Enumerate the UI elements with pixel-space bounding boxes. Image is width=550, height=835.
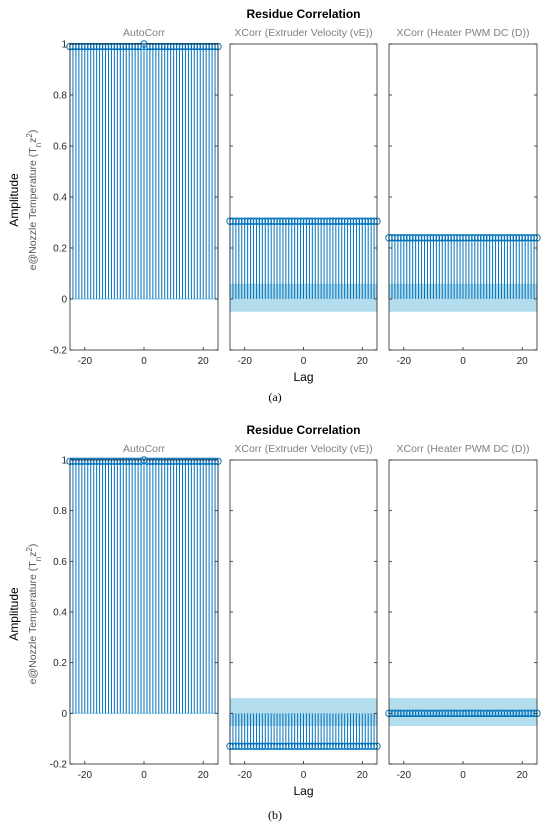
x-tick-label: 20 <box>517 770 529 781</box>
x-tick-label: 0 <box>301 770 307 781</box>
subplot-0: AutoCorr -20 0 20 <box>66 27 222 367</box>
y-tick-label: 0.6 <box>53 557 67 568</box>
x-tick-label: 0 <box>460 356 466 367</box>
x-axis-label: Lag <box>293 784 313 798</box>
y-tick-label: -0.2 <box>50 760 68 771</box>
x-tick-label: 0 <box>141 356 147 367</box>
y-tick-label: 0.6 <box>53 142 67 153</box>
x-tick-label: -20 <box>397 770 412 781</box>
x-tick-label: -20 <box>237 356 252 367</box>
x-tick-label: 20 <box>357 356 369 367</box>
subplot-2: XCorr (Heater PWM DC (D)) -20 0 20 <box>385 27 541 367</box>
y-tick-label: 1 <box>61 456 67 467</box>
x-tick-label: 20 <box>517 356 529 367</box>
y-axis-sublabel: e@Nozzle Temperature (Tnz2) <box>25 130 43 271</box>
x-tick-label: 0 <box>301 356 307 367</box>
subplot-1: XCorr (Extruder Velocity (vE)) -20 0 20 <box>226 27 381 367</box>
y-axis-sublabel: e@Nozzle Temperature (Tnz2) <box>25 544 43 685</box>
y-tick-label: 0.8 <box>53 91 67 102</box>
x-axis-label: Lag <box>293 370 313 384</box>
y-tick-label: 0.2 <box>53 658 67 669</box>
y-tick-label: 0.4 <box>53 608 67 619</box>
panel-a: Residue Correlation Amplitude e@Nozzle Tem… <box>7 7 541 404</box>
subplot-title: AutoCorr <box>123 27 166 39</box>
subplot-title: AutoCorr <box>123 443 166 455</box>
x-tick-label: -20 <box>78 356 93 367</box>
subplot-1: XCorr (Extruder Velocity (vE)) -20 0 20 <box>226 443 381 781</box>
x-tick-label: -20 <box>78 770 93 781</box>
subplot-0: AutoCorr -20 0 20 <box>66 443 222 781</box>
y-tick-label: 0 <box>61 295 67 306</box>
panel-label: (a) <box>268 390 281 404</box>
x-tick-label: 0 <box>460 770 466 781</box>
panel-b: Residue Correlation Amplitude e@Nozzle Tem… <box>7 423 541 822</box>
subplot-title: XCorr (Heater PWM DC (D)) <box>397 27 530 39</box>
x-tick-label: 20 <box>357 770 369 781</box>
panel-label: (b) <box>268 808 282 822</box>
x-tick-label: 0 <box>141 770 147 781</box>
y-tick-label: -0.2 <box>50 346 68 357</box>
y-tick-label: 1 <box>61 40 67 51</box>
y-axis-label: Amplitude <box>7 173 21 227</box>
y-tick-label: 0.2 <box>53 244 67 255</box>
chart-title: Residue Correlation <box>246 7 360 21</box>
y-tick-label: 0.4 <box>53 193 67 204</box>
y-tick-label: 0.8 <box>53 506 67 517</box>
x-tick-label: -20 <box>397 356 412 367</box>
x-tick-label: 20 <box>198 770 210 781</box>
subplot-title: XCorr (Heater PWM DC (D)) <box>397 443 530 455</box>
subplot-title: XCorr (Extruder Velocity (vE)) <box>234 443 372 455</box>
x-tick-label: 20 <box>198 356 210 367</box>
subplot-title: XCorr (Extruder Velocity (vE)) <box>234 27 372 39</box>
subplot-2: XCorr (Heater PWM DC (D)) -20 0 20 <box>385 443 541 781</box>
chart-title: Residue Correlation <box>246 423 360 437</box>
x-tick-label: -20 <box>237 770 252 781</box>
y-tick-label: 0 <box>61 709 67 720</box>
y-axis-label: Amplitude <box>7 587 21 641</box>
